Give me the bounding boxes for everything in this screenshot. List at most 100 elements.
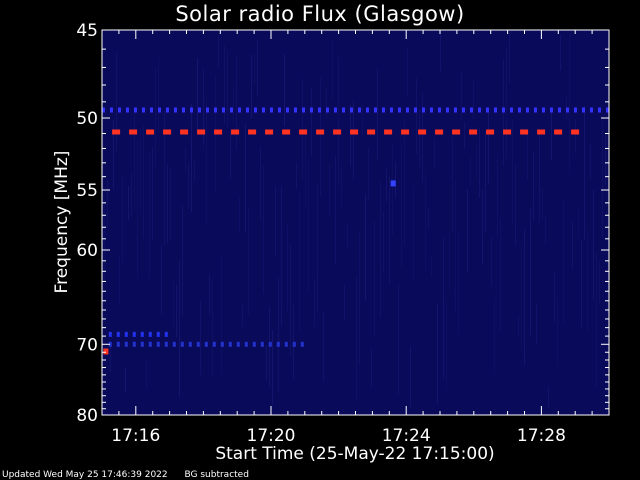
noise-streak (248, 208, 249, 315)
noise-streak (473, 81, 474, 119)
bg-note: BG subtracted (184, 470, 249, 480)
noise-streak (167, 164, 168, 244)
emission-dash (374, 107, 377, 113)
emission-dash (164, 331, 168, 337)
noise-streak (386, 166, 387, 202)
emission-dash (382, 107, 385, 113)
emission-dash (350, 129, 359, 135)
noise-streak (377, 68, 378, 160)
noise-streak (284, 53, 285, 127)
emission-dash (294, 107, 297, 113)
noise-streak (602, 121, 603, 238)
noise-streak (224, 45, 225, 126)
noise-streak (575, 118, 576, 154)
emission-spot (103, 348, 109, 355)
plot-background (102, 30, 609, 415)
emission-dash (278, 107, 281, 113)
noise-streak (581, 239, 582, 328)
emission-dash (197, 129, 206, 135)
noise-streak (173, 280, 174, 329)
emission-dash (132, 331, 136, 337)
emission-dash (422, 107, 425, 113)
emission-dash (182, 107, 185, 113)
noise-layer (104, 30, 606, 408)
noise-streak (542, 188, 543, 220)
emission-dash (164, 341, 168, 347)
noise-streak (422, 93, 423, 183)
emission-dash (518, 107, 521, 113)
noise-streak (215, 74, 216, 195)
noise-streak (533, 150, 534, 221)
noise-streak (197, 57, 198, 131)
emission-dash (108, 331, 112, 337)
emission-dash (358, 107, 361, 113)
emission-dash (220, 341, 224, 347)
emission-dash (252, 341, 256, 347)
noise-streak (164, 111, 165, 246)
emission-dash (124, 341, 128, 347)
emission-dash (206, 107, 209, 113)
emission-dash (446, 107, 449, 113)
noise-streak (566, 96, 567, 119)
noise-streak (347, 224, 348, 248)
noise-streak (362, 104, 363, 135)
noise-streak (161, 244, 162, 315)
noise-streak (419, 109, 420, 167)
updated-timestamp: Updated Wed May 25 17:46:39 2022 (2, 470, 168, 480)
noise-streak (371, 348, 372, 388)
emission-dash (510, 107, 513, 113)
noise-streak (125, 367, 126, 394)
noise-streak (479, 128, 480, 199)
noise-streak (170, 166, 171, 241)
y-tick-label: 70 (76, 335, 98, 355)
noise-streak (530, 207, 531, 336)
emission-dash (132, 341, 136, 347)
emission-dash (401, 129, 410, 135)
emission-dash (246, 107, 249, 113)
noise-streak (368, 147, 369, 201)
emission-dash (254, 107, 257, 113)
emission-dash (390, 107, 393, 113)
noise-streak (455, 179, 456, 314)
noise-streak (374, 221, 375, 337)
y-tick-label: 80 (76, 406, 98, 426)
noise-streak (578, 205, 579, 237)
emission-dash (590, 107, 593, 113)
noise-streak (383, 210, 384, 271)
noise-streak (179, 260, 180, 397)
noise-streak (278, 277, 279, 392)
noise-streak (107, 178, 108, 229)
emission-dash (494, 107, 497, 113)
emission-dash (140, 341, 144, 347)
emission-dash (148, 341, 152, 347)
noise-streak (416, 78, 417, 154)
noise-streak (398, 283, 399, 395)
emission-dash (163, 129, 172, 135)
noise-streak (320, 77, 321, 197)
noise-streak (461, 70, 462, 121)
noise-streak (326, 87, 327, 119)
emission-dash (172, 341, 176, 347)
noise-streak (308, 158, 309, 294)
emission-dash (292, 341, 296, 347)
noise-streak (395, 161, 396, 199)
emission-dash (435, 129, 444, 135)
x-tick-label: 17:24 (382, 426, 431, 446)
noise-streak (485, 131, 486, 233)
emission-dash (158, 107, 161, 113)
noise-streak (401, 145, 402, 269)
emission-dash (537, 129, 546, 135)
noise-streak (350, 104, 351, 167)
noise-streak (242, 305, 243, 327)
emission-dash (326, 107, 329, 113)
x-tick-label: 17:16 (111, 426, 160, 446)
emission-dash (102, 107, 105, 113)
emission-dash (503, 129, 512, 135)
emission-spot (390, 180, 396, 187)
emission-dash (470, 107, 473, 113)
emission-dash (166, 107, 169, 113)
emission-dash (196, 341, 200, 347)
noise-streak (314, 279, 315, 328)
emission-features (102, 107, 609, 355)
